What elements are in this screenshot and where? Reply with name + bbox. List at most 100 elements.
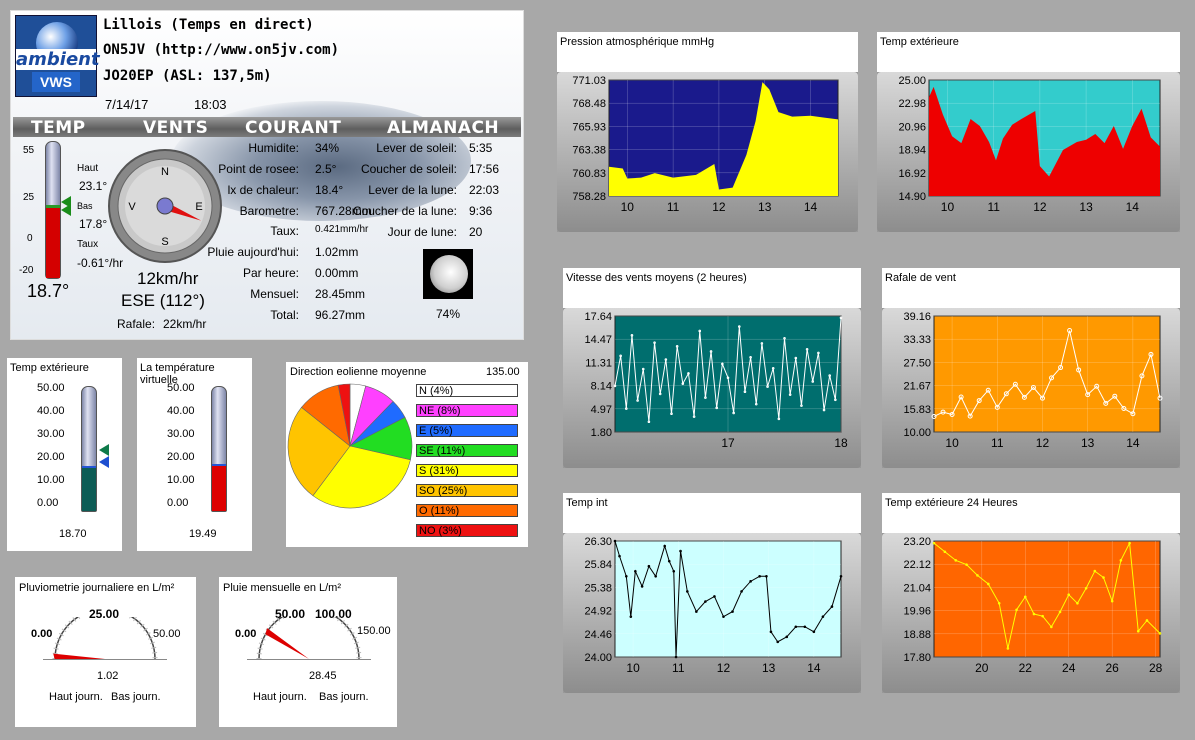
y-tick-label: 14.47 xyxy=(584,334,612,346)
data-point xyxy=(766,385,769,388)
data-point xyxy=(822,408,826,412)
data-point xyxy=(709,350,713,353)
rain-month-gauge: Pluie mensuelle en L/m² 50.00 100.00 0.0… xyxy=(219,577,397,727)
gauge-tick: 20.00 xyxy=(37,451,65,463)
data-point xyxy=(715,406,718,410)
data-point xyxy=(1032,612,1036,616)
current-label: Humidite: xyxy=(248,141,299,155)
data-point xyxy=(654,575,657,578)
y-tick-label: 771.03 xyxy=(572,75,606,87)
gauge-tube xyxy=(211,386,227,512)
chart-svg: 17.64 14.47 11.31 8.14 4.97 1.80 17 18 xyxy=(584,311,848,450)
data-point xyxy=(940,409,946,415)
data-point xyxy=(754,402,758,406)
section-temp: TEMP xyxy=(31,118,86,138)
x-tick-label: 12 xyxy=(712,200,726,214)
data-point xyxy=(679,549,682,553)
data-point xyxy=(769,630,773,634)
current-label: Pluie aujourd'hui: xyxy=(207,245,299,259)
chart-title: Pression atmosphérique mmHg xyxy=(560,36,715,48)
data-point xyxy=(1139,373,1145,379)
y-tick-label: 763.38 xyxy=(572,145,606,157)
pie-title: Direction eolienne moyenne xyxy=(290,366,427,378)
pie-slice xyxy=(337,383,351,447)
data-point xyxy=(658,392,662,396)
current-value: 28.45mm xyxy=(315,287,366,301)
y-tick-label: 760.83 xyxy=(572,168,606,180)
series-line xyxy=(933,330,1161,418)
almanach-value: 22:03 xyxy=(469,183,500,197)
temp-ext-gauge: Temp extérieure 50.00 40.00 30.00 20.00 10.0… xyxy=(7,358,122,551)
data-point xyxy=(692,415,696,418)
x-tick-label: 22 xyxy=(1019,661,1033,675)
data-point xyxy=(634,569,637,573)
x-tick-label: 13 xyxy=(758,200,772,214)
almanach-label: Lever de soleil: xyxy=(376,141,457,155)
gauge-title: Temp extérieure xyxy=(10,362,89,374)
current-label: Par heure: xyxy=(242,266,299,280)
gauge-value: 1.02 xyxy=(97,670,119,682)
x-tick-label: 13 xyxy=(762,661,776,675)
y-tick-label: 20.96 xyxy=(898,121,926,133)
data-point xyxy=(749,356,752,359)
data-point xyxy=(704,600,707,603)
x-tick-label: 14 xyxy=(1126,436,1140,450)
high-label: Haut journ. xyxy=(49,691,103,703)
chart-title: Temp extérieure 24 Heures xyxy=(885,497,1018,509)
bas-label: Bas xyxy=(77,201,93,211)
current-label: Taux: xyxy=(270,224,299,238)
chart-svg: 26.30 25.84 25.38 24.92 24.46 24.00 10 11 12 13 14 xyxy=(584,536,843,675)
gauge-tick: 10.00 xyxy=(37,474,65,486)
data-point xyxy=(943,550,947,554)
pie-legend-item: SE (11%) xyxy=(416,444,518,457)
data-point xyxy=(783,336,786,340)
x-tick-label: 12 xyxy=(1033,200,1047,214)
data-point xyxy=(613,539,617,543)
chart-title: Temp int xyxy=(566,497,608,509)
pie-legend-item: O (11%) xyxy=(416,504,518,517)
y-tick-label: 1.80 xyxy=(591,427,612,439)
almanach-label: Lever de la lune: xyxy=(368,183,457,197)
date: 7/14/17 xyxy=(105,97,149,112)
chart-panel: Vitesse des vents moyens (2 heures) 17.64… xyxy=(563,268,861,468)
chart-svg: 771.03 768.48 765.93 763.38 760.83 758.28 10 11… xyxy=(572,75,839,214)
data-point xyxy=(834,398,837,402)
chart-svg: 39.16 33.33 27.50 21.67 15.83 10.00 10 11 12 13 14 xyxy=(903,311,1163,450)
data-point xyxy=(788,393,792,396)
low-marker-icon xyxy=(61,204,71,216)
almanach-value: 17:56 xyxy=(469,162,500,176)
gauge-tick: 10.00 xyxy=(167,474,195,486)
data-point xyxy=(817,351,820,355)
data-point xyxy=(636,399,639,402)
data-point xyxy=(1110,599,1114,603)
x-tick-label: 14 xyxy=(1126,200,1140,214)
station-name: Lillois (Temps en direct) xyxy=(103,17,314,33)
data-point xyxy=(647,420,651,424)
wind-speed: 12km/hr xyxy=(137,269,199,288)
y-tick-label: 33.33 xyxy=(903,334,931,346)
data-point xyxy=(985,387,991,393)
chart-title-bar: Rafale de vent xyxy=(882,268,1180,308)
data-point xyxy=(771,366,775,370)
data-point xyxy=(1145,619,1149,622)
data-point xyxy=(713,595,716,598)
plot-area xyxy=(614,540,842,658)
data-point xyxy=(1058,610,1062,614)
virtual-temp-gauge: La température virtuelle 50.00 40.00 30.00… xyxy=(137,358,252,551)
gauge-tick: 30.00 xyxy=(37,428,65,440)
time: 18:03 xyxy=(194,97,227,112)
data-point xyxy=(1103,400,1109,406)
series-area xyxy=(929,86,1160,196)
x-tick-label: 24 xyxy=(1062,661,1076,675)
pie-legend-item: E (5%) xyxy=(416,424,518,437)
dial-tick: 0.00 xyxy=(235,628,257,640)
data-point xyxy=(732,411,735,415)
x-tick-label: 26 xyxy=(1106,661,1120,675)
wind-compass: N E S V xyxy=(108,149,222,263)
x-tick-label: 13 xyxy=(1079,200,1093,214)
data-point xyxy=(726,376,730,380)
data-point xyxy=(967,413,973,419)
data-point xyxy=(667,559,671,563)
data-point xyxy=(749,580,752,583)
x-tick-label: 10 xyxy=(945,436,959,450)
